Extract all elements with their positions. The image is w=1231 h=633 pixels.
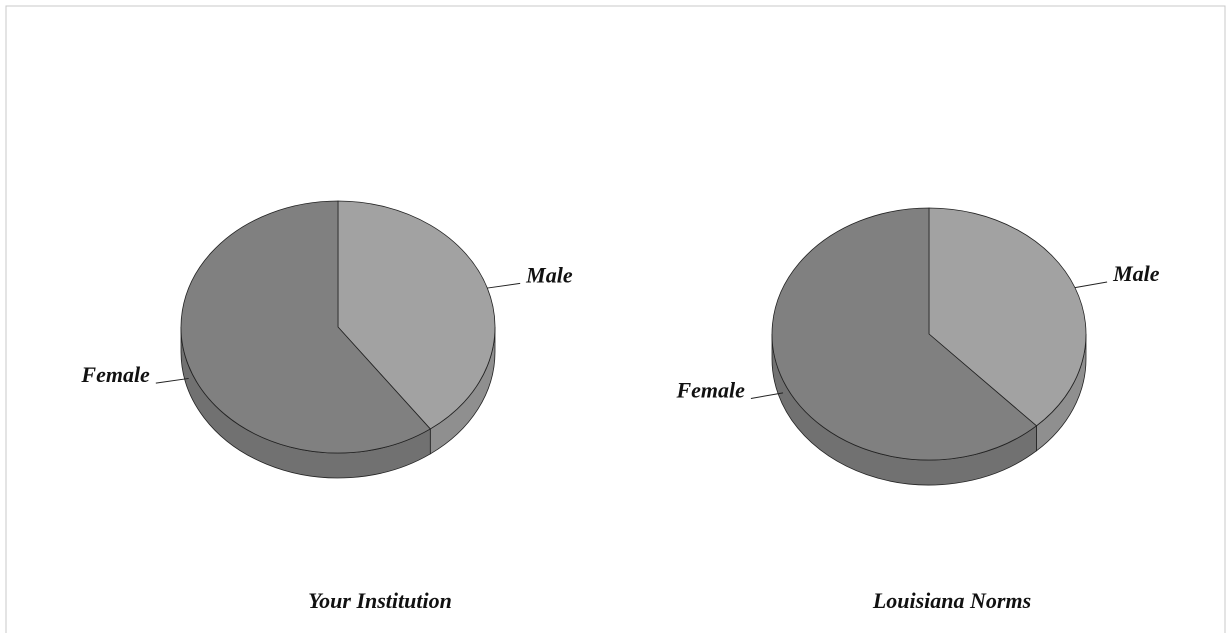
pie-slice (771, 207, 1038, 461)
slice-label: Female (675, 377, 745, 402)
pie-slice (180, 200, 431, 454)
pie-slice (928, 207, 1087, 427)
frame (5, 5, 1226, 633)
leader-line (155, 377, 189, 384)
leader-line (750, 392, 784, 399)
slice-label: Male (525, 262, 573, 287)
leader-line (1074, 281, 1108, 289)
chart-title: Louisiana Norms (872, 588, 1031, 613)
slice-label: Female (80, 362, 150, 387)
pie-slice (337, 200, 496, 430)
chart-title: Your Institution (308, 588, 452, 613)
slice-label: Male (1112, 261, 1160, 286)
leader-line (487, 282, 521, 289)
